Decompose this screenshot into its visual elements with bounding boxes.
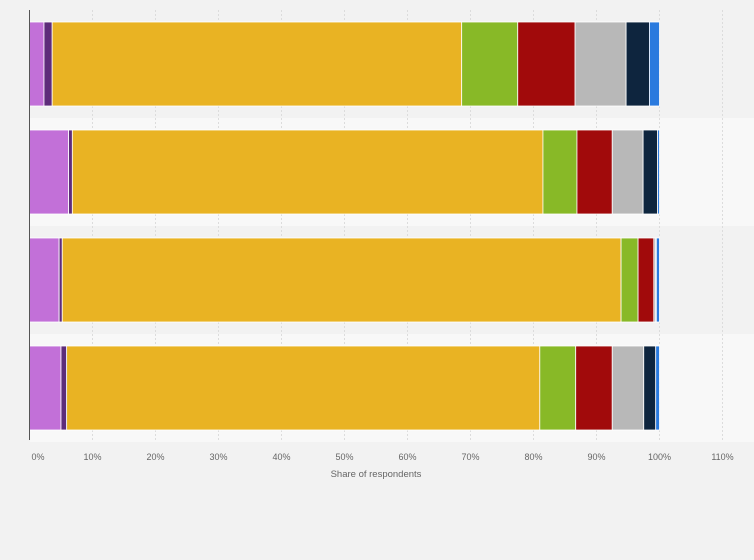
bar-segment-4-8[interactable] [655,345,660,431]
bar-segment-2-1[interactable] [29,129,69,215]
x-tick-label: 0% [32,452,45,462]
bar-segment-2-2[interactable] [68,129,73,215]
bar-segment-1-4[interactable] [461,21,519,107]
bar-segment-4-6[interactable] [611,345,645,431]
bar-segment-4-1[interactable] [29,345,62,431]
bar-segment-2-3[interactable] [71,129,544,215]
bar-segment-4-3[interactable] [66,345,541,431]
x-axis-title: Share of respondents [331,469,422,480]
x-tick-label: 110% [711,452,733,462]
bar-segment-1-7[interactable] [625,21,650,107]
bar-segment-1-1[interactable] [29,21,45,107]
x-tick-label: 20% [146,452,164,462]
bar-segment-1-6[interactable] [574,21,627,107]
bar-segment-1-5[interactable] [517,21,576,107]
x-tick-label: 100% [648,452,671,462]
bar-segment-3-1[interactable] [29,237,60,323]
bar-segment-4-4[interactable] [539,345,577,431]
bar-segment-4-7[interactable] [643,345,657,431]
bar-segment-3-5[interactable] [637,237,655,323]
bar-segment-3-8[interactable] [655,237,660,323]
x-tick-label: 30% [209,452,227,462]
x-tick-label: 60% [398,452,416,462]
bar-segment-4-2[interactable] [60,345,68,431]
x-tick-label: 80% [524,452,542,462]
bar-segment-1-2[interactable] [43,21,53,107]
bar-segment-1-8[interactable] [649,21,660,107]
bar-segment-3-3[interactable] [61,237,622,323]
bar-segment-3-2[interactable] [58,237,63,323]
bar-segment-4-5[interactable] [575,345,613,431]
bar-segment-1-3[interactable] [51,21,463,107]
bar-segment-2-7[interactable] [642,129,659,215]
bar-segment-2-8[interactable] [657,129,660,215]
x-tick-label: 10% [83,452,101,462]
bar-segment-2-5[interactable] [576,129,613,215]
x-tick-label: 50% [335,452,353,462]
bar-segment-2-4[interactable] [542,129,578,215]
bar-segment-2-6[interactable] [611,129,644,215]
x-tick-label: 70% [461,452,479,462]
bar-segment-3-4[interactable] [620,237,639,323]
x-tick-label: 90% [587,452,605,462]
x-tick-label: 40% [272,452,290,462]
